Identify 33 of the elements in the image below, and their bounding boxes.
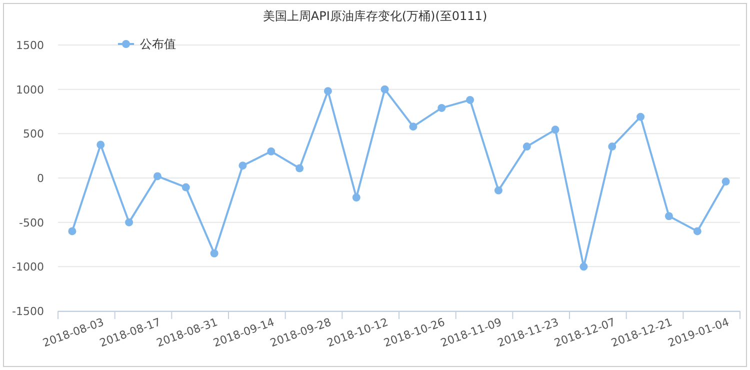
point [153, 172, 162, 180]
point [296, 164, 304, 172]
point [438, 104, 446, 112]
chart-title: 美国上周API原油库存变化(万桶)(至0111) [262, 9, 488, 23]
y-tick-label: 1000 [16, 83, 44, 96]
point [608, 142, 616, 151]
point [238, 162, 247, 170]
point [68, 227, 76, 236]
point [96, 140, 105, 149]
point [551, 126, 560, 134]
point [409, 122, 418, 131]
point [324, 87, 332, 96]
point [352, 194, 360, 202]
point [182, 183, 190, 192]
point [664, 212, 673, 220]
point [722, 178, 730, 186]
y-tick-label: 0 [37, 172, 44, 185]
y-tick-label: -1000 [12, 260, 44, 274]
y-tick-label: 500 [23, 128, 44, 141]
point [125, 218, 134, 226]
y-tick-label: 1500 [16, 39, 44, 52]
y-tick-label: -500 [19, 216, 44, 230]
point [636, 112, 645, 121]
point [466, 96, 474, 104]
legend-label: 公布值 [140, 37, 176, 51]
point [693, 227, 702, 236]
point [580, 262, 588, 271]
point [522, 142, 531, 151]
point [380, 85, 389, 94]
point [267, 147, 276, 156]
y-tick-label: -1500 [12, 305, 44, 318]
point [494, 186, 502, 194]
point [210, 249, 218, 258]
